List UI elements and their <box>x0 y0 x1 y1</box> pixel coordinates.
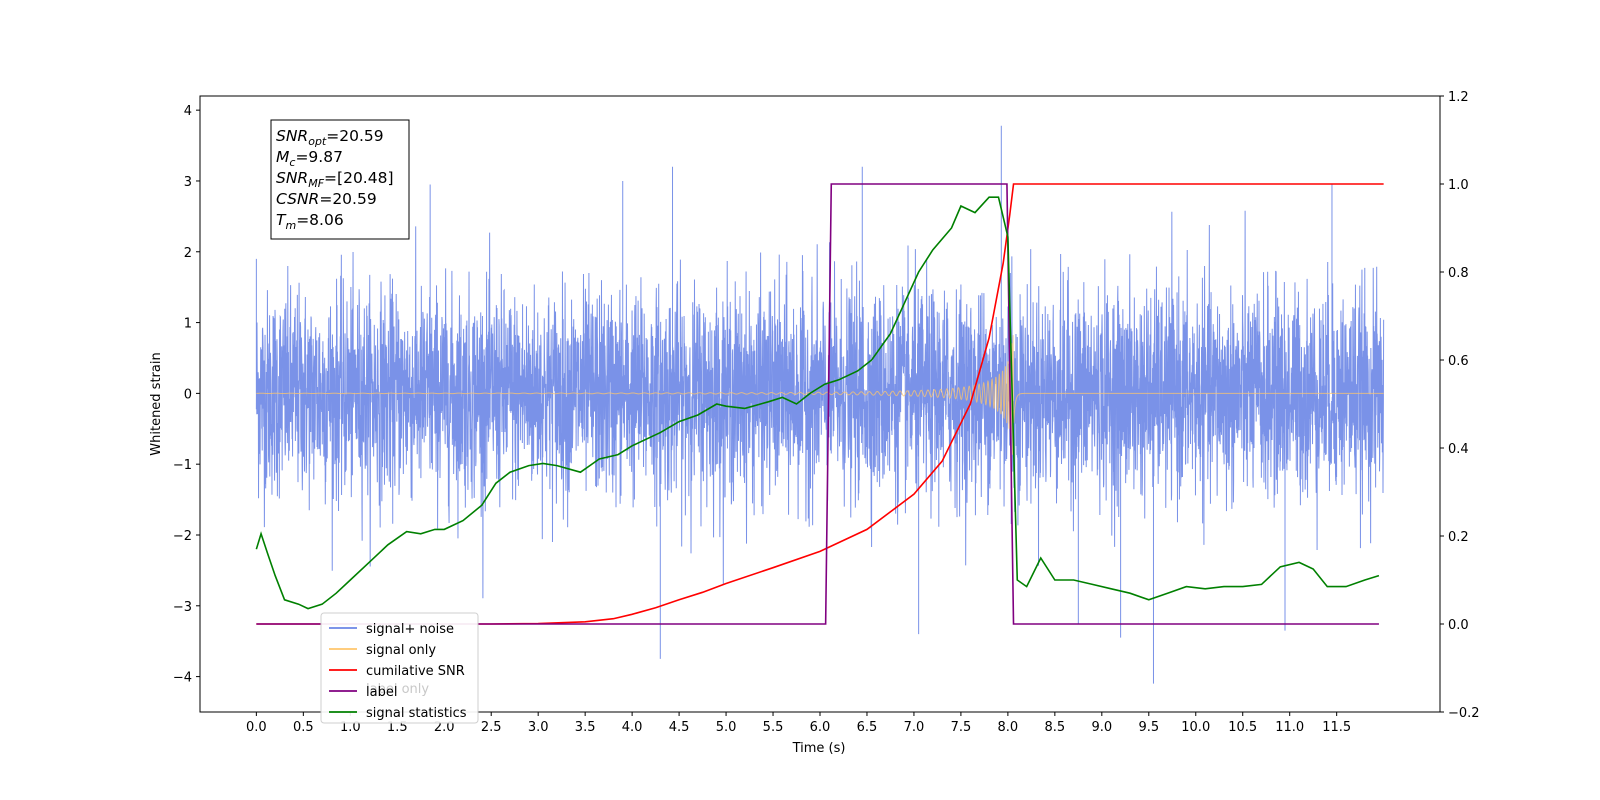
series-cumilative-snr <box>256 183 1384 625</box>
y-tick-label: 3 <box>184 175 192 190</box>
annotation-box <box>270 119 410 240</box>
x-tick-label: 1.5 <box>387 720 408 735</box>
y2-tick-label: 0.0 <box>1448 618 1469 633</box>
y2-tick-label: −0.2 <box>1448 706 1480 721</box>
annotation-line: Tm=8.06 <box>276 211 344 232</box>
legend-label: signal statistics <box>366 706 467 721</box>
series-signal-only <box>256 335 1384 455</box>
legend-label: signal+ noise <box>366 622 454 637</box>
x-tick-label: 4.0 <box>622 720 643 735</box>
x-tick-label: 2.5 <box>481 720 502 735</box>
x-axis: 0.0 0.5 1.0 1.5 2.0 2.5 3.0 3.5 4.0 4.5 5.0 5.5 6.0 6… <box>246 712 1351 735</box>
y-tick-label: −2 <box>173 529 192 544</box>
series-signal-noise <box>255 125 1385 684</box>
legend-label: signal only <box>366 643 436 658</box>
x-tick-label: 0.5 <box>293 720 314 735</box>
y-axis-left: −4 −3 −2 −1 0 1 2 3 4 <box>173 104 200 686</box>
plot-area <box>255 125 1385 684</box>
x-tick-label: 6.0 <box>810 720 831 735</box>
series-label <box>256 183 1379 625</box>
legend-label: label <box>366 685 397 700</box>
x-axis-label: Time (s) <box>792 741 846 756</box>
x-tick-label: 8.0 <box>998 720 1019 735</box>
y-axis-label: Whitened strain <box>149 352 164 455</box>
x-tick-label: 11.5 <box>1322 720 1351 735</box>
x-tick-label: 3.0 <box>528 720 549 735</box>
y-tick-label: −4 <box>173 671 192 686</box>
x-tick-label: 8.5 <box>1045 720 1066 735</box>
legend-label: cumilative SNR <box>366 664 465 679</box>
x-tick-label: 9.5 <box>1138 720 1159 735</box>
y2-tick-label: 1.0 <box>1448 178 1469 193</box>
y-tick-label: 0 <box>184 387 192 402</box>
x-tick-label: 3.5 <box>575 720 596 735</box>
x-tick-label: 2.0 <box>434 720 455 735</box>
series-signal-statistics <box>255 196 1380 610</box>
x-tick-label: 0.0 <box>246 720 267 735</box>
legend-hidden-text: label only <box>366 682 429 697</box>
legend: label only signal+ noise signal only cumila… <box>320 612 479 724</box>
y-tick-label: 2 <box>184 246 192 261</box>
y-tick-label: 1 <box>184 317 192 332</box>
x-tick-label: 7.5 <box>951 720 972 735</box>
y-tick-label: 4 <box>184 104 192 119</box>
y-tick-label: −3 <box>173 600 192 615</box>
x-tick-label: 11.0 <box>1275 720 1304 735</box>
y2-tick-label: 0.4 <box>1448 442 1469 457</box>
legend-box <box>320 612 479 724</box>
y-tick-label: −1 <box>173 458 192 473</box>
annotation-line: Mc=9.87 <box>276 148 343 169</box>
x-tick-label: 1.0 <box>340 720 361 735</box>
y2-tick-label: 0.6 <box>1448 354 1469 369</box>
annotation-line: SNRMF=[20.48] <box>276 169 394 190</box>
x-tick-label: 10.5 <box>1228 720 1257 735</box>
x-tick-label: 4.5 <box>669 720 690 735</box>
y2-tick-label: 1.2 <box>1448 90 1469 105</box>
x-tick-label: 5.5 <box>763 720 784 735</box>
x-tick-label: 7.0 <box>904 720 925 735</box>
x-tick-label: 5.0 <box>716 720 737 735</box>
annotation-line: SNRopt=20.59 <box>276 127 384 148</box>
x-tick-label: 6.5 <box>857 720 878 735</box>
y2-tick-label: 0.8 <box>1448 266 1469 281</box>
stats-annotation: SNRopt=20.59Mc=9.87SNRMF=[20.48]CSNR=20.… <box>270 119 410 240</box>
x-tick-label: 10.0 <box>1181 720 1210 735</box>
y2-tick-label: 0.2 <box>1448 530 1469 545</box>
y-axis-right: −0.2 0.0 0.2 0.4 0.6 0.8 1.0 1.2 <box>1440 90 1480 721</box>
x-tick-label: 9.0 <box>1091 720 1112 735</box>
annotation-line: CSNR=20.59 <box>276 190 377 208</box>
